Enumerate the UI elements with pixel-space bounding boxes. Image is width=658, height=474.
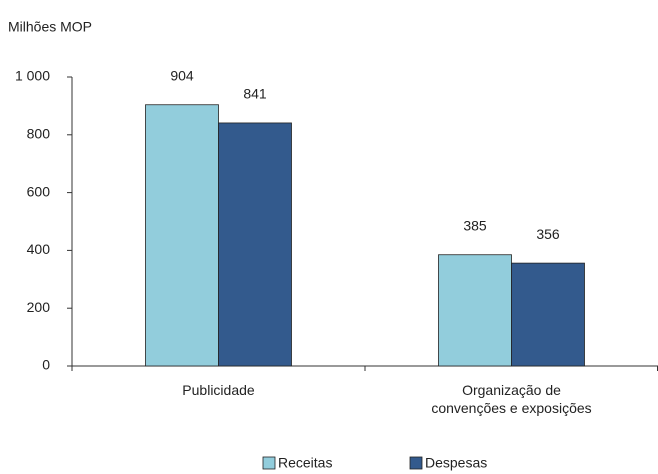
- bar: [145, 104, 219, 367]
- legend-swatch: [262, 456, 276, 470]
- data-label: 385: [463, 217, 487, 233]
- x-tick-label: Publicidade: [182, 382, 255, 398]
- y-tick-label: 0: [42, 357, 50, 373]
- legend-label: Receitas: [278, 455, 332, 471]
- y-tick-label: 400: [27, 241, 51, 257]
- bar: [218, 122, 292, 367]
- bar: [438, 254, 512, 367]
- y-tick-label: 1 000: [15, 68, 50, 84]
- legend-label: Despesas: [425, 455, 487, 471]
- y-tick-label: 800: [27, 126, 51, 142]
- y-tick-label: 600: [27, 183, 51, 199]
- x-tick-label: Organização de convenções e exposições: [431, 382, 592, 416]
- bar: [511, 262, 585, 367]
- data-label: 904: [170, 67, 194, 83]
- y-tick-label: 200: [27, 299, 51, 315]
- data-label: 841: [243, 86, 267, 102]
- legend-swatch: [409, 456, 423, 470]
- data-label: 356: [536, 226, 560, 242]
- y-axis-label: Milhões MOP: [8, 19, 92, 35]
